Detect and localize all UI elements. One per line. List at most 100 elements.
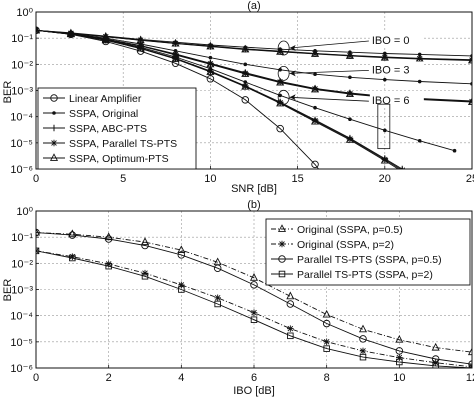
data-point (468, 97, 472, 105)
data-point (206, 67, 215, 75)
data-point (383, 128, 387, 133)
data-point (313, 72, 317, 76)
y-tick-label: 10⁻² (11, 258, 33, 270)
data-point (177, 245, 186, 254)
data-point (69, 253, 76, 260)
data-point (322, 309, 331, 318)
data-point (241, 81, 250, 90)
data-point (171, 38, 180, 47)
data-point (101, 35, 110, 44)
data-point (214, 300, 221, 308)
data-point (311, 85, 319, 93)
data-point (206, 41, 215, 50)
data-point (68, 229, 77, 238)
data-point (452, 148, 457, 153)
y-tick-label: 10⁰ (16, 7, 33, 19)
y-tick-label: 10⁻³ (11, 86, 33, 98)
data-point (310, 49, 320, 57)
y-tick-label: 10⁻⁴ (10, 311, 33, 323)
data-point (171, 54, 180, 62)
y-tick-label: 10⁰ (16, 206, 33, 218)
data-point (206, 75, 215, 83)
panel-a-x-axis-label: SNR [dB] (231, 183, 277, 195)
y-tick-label: 10⁻⁶ (10, 164, 33, 176)
x-tick-label: 0 (33, 372, 39, 384)
legend-marker (277, 224, 287, 232)
data-point (467, 55, 472, 64)
data-point (468, 360, 472, 368)
panel-a-y-axis-label: BER (2, 81, 14, 104)
data-point (311, 117, 319, 125)
data-point (141, 241, 149, 250)
data-point (36, 247, 40, 255)
data-point (208, 55, 213, 60)
annotation-arrow (289, 40, 369, 49)
annotation-arrow (289, 70, 369, 74)
data-point (396, 354, 403, 361)
x-tick-label: 5 (120, 173, 126, 185)
legend-entry: SSPA, Parallel TS-PTS (69, 138, 177, 150)
series-parallel-ts-pts-sspa-p-0-5- (36, 228, 472, 368)
legend-marker (50, 94, 58, 102)
series-parallel-ts-pts-sspa-p-2- (36, 247, 472, 368)
x-tick-label: 20 (379, 173, 391, 185)
panel-a-legend: Linear Amplifier SSPA, Original SSPA, ABC-… (37, 87, 197, 170)
data-point (313, 105, 317, 110)
series-line (36, 250, 472, 368)
annotation-arrowhead (289, 70, 296, 77)
data-point (286, 300, 295, 308)
y-tick-label: 10⁻¹ (11, 232, 33, 244)
panel-b-x-ticks: 0 2 4 6 8 10 12 (33, 365, 474, 384)
data-point (287, 325, 294, 332)
data-point (286, 291, 295, 300)
annotation-bg (369, 31, 424, 47)
x-tick-label: 25 (466, 173, 474, 185)
legend-entry: SSPA, Original (69, 108, 138, 120)
data-point (214, 294, 221, 302)
data-point (243, 62, 248, 67)
x-tick-label: 2 (106, 372, 112, 384)
x-tick-label: 12 (466, 372, 474, 384)
data-point (345, 135, 354, 143)
data-point (250, 309, 258, 316)
data-point (104, 235, 113, 243)
data-point (105, 260, 112, 268)
series-line (36, 232, 472, 365)
data-point (177, 251, 186, 259)
annotation-arrowhead (289, 94, 296, 101)
data-point (417, 138, 422, 143)
series-line (36, 232, 472, 353)
data-point (178, 281, 185, 289)
data-point (206, 59, 215, 68)
panel-b-title: (b) (247, 199, 260, 211)
panel-b: (b) 0 2 4 6 8 10 12 10⁰ 10⁻¹ 10⁻² 10⁻³ 10⁻⁴ 10⁻⁵ 10⁻… (2, 199, 474, 397)
data-point (346, 90, 354, 97)
annotation-arrowhead (289, 45, 296, 52)
data-point (383, 77, 387, 82)
legend-marker (52, 111, 56, 115)
data-point (178, 286, 185, 293)
legend-marker (50, 124, 58, 132)
x-tick-label: 6 (251, 372, 257, 384)
data-point (287, 332, 294, 340)
data-point (276, 77, 285, 86)
data-point (241, 70, 249, 77)
data-point (322, 319, 331, 328)
x-tick-label: 10 (204, 173, 216, 185)
data-point (241, 69, 250, 77)
panel-b-y-axis-label: BER (2, 279, 14, 302)
data-point (359, 335, 367, 343)
data-point (348, 75, 352, 80)
data-point (136, 43, 145, 52)
panel-b-legend: Original (SSPA, p=0.5) Original (SSPA, p=… (265, 218, 471, 286)
data-point (310, 84, 320, 93)
data-point (276, 78, 284, 86)
data-point (417, 79, 422, 84)
data-point (207, 60, 214, 68)
data-point (241, 44, 250, 53)
data-point (432, 362, 439, 368)
legend-entry: Parallel TS-PTS (SSPA, p=0.5) (297, 254, 442, 266)
data-point (345, 51, 354, 59)
